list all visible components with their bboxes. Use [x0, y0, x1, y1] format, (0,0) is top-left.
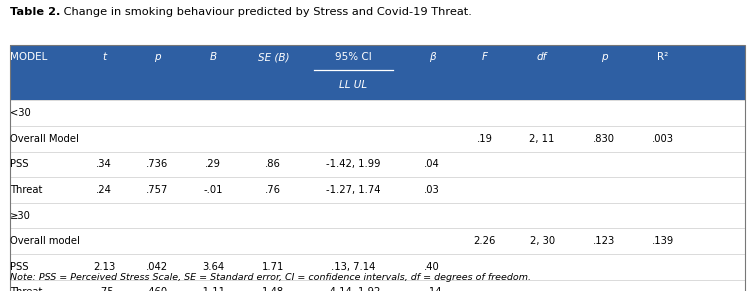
Text: 95% CI: 95% CI	[335, 52, 371, 63]
Text: -.01: -.01	[203, 185, 223, 195]
Text: .76: .76	[265, 185, 282, 195]
Text: .757: .757	[146, 185, 168, 195]
Text: 3.64: 3.64	[202, 262, 224, 272]
Text: -.75: -.75	[94, 288, 114, 291]
Text: Threat: Threat	[10, 185, 42, 195]
Text: .139: .139	[652, 236, 674, 246]
Text: PSS: PSS	[10, 159, 29, 169]
Text: Overall model: Overall model	[10, 236, 80, 246]
Text: LL UL: LL UL	[339, 80, 368, 90]
Text: -.14: -.14	[422, 288, 442, 291]
Text: PSS: PSS	[10, 262, 29, 272]
Text: .123: .123	[593, 236, 615, 246]
Text: B: B	[209, 52, 217, 63]
Text: -1.11: -1.11	[200, 288, 226, 291]
Text: .736: .736	[146, 159, 168, 169]
Text: 1.48: 1.48	[262, 288, 285, 291]
Text: <30: <30	[10, 108, 30, 118]
Text: ≥30: ≥30	[10, 211, 31, 221]
Text: MODEL: MODEL	[10, 52, 48, 63]
Text: Change in smoking behaviour predicted by Stress and Covid-19 Threat.: Change in smoking behaviour predicted by…	[60, 7, 473, 17]
Text: 2, 30: 2, 30	[529, 236, 555, 246]
Text: 1.71: 1.71	[262, 262, 285, 272]
Text: Note: PSS = Perceived Stress Scale, SE = Standard error, CI = confidence interva: Note: PSS = Perceived Stress Scale, SE =…	[10, 274, 531, 282]
Text: .40: .40	[424, 262, 439, 272]
Text: df: df	[537, 52, 547, 63]
Text: .29: .29	[205, 159, 221, 169]
Bar	[10, 45, 745, 291]
Text: .830: .830	[593, 134, 615, 144]
Text: β: β	[429, 52, 435, 63]
Text: t: t	[102, 52, 106, 63]
Text: .003: .003	[652, 134, 674, 144]
Text: Table 2.: Table 2.	[10, 7, 60, 17]
Text: .460: .460	[146, 288, 168, 291]
Text: .86: .86	[265, 159, 282, 169]
Text: Overall Model: Overall Model	[10, 134, 79, 144]
Bar	[10, 45, 745, 100]
Text: F: F	[482, 52, 488, 63]
Text: p: p	[154, 52, 160, 63]
Text: SE (B): SE (B)	[257, 52, 289, 63]
Text: .34: .34	[97, 159, 112, 169]
Text: 2.26: 2.26	[473, 236, 496, 246]
Text: -1.27, 1.74: -1.27, 1.74	[326, 185, 381, 195]
Text: .042: .042	[146, 262, 168, 272]
Text: .24: .24	[96, 185, 112, 195]
Text: Threat: Threat	[10, 288, 42, 291]
Text: R²: R²	[658, 52, 668, 63]
Text: -4.14, 1.92: -4.14, 1.92	[326, 288, 381, 291]
Text: .03: .03	[424, 185, 439, 195]
Text: .04: .04	[424, 159, 439, 169]
Text: .19: .19	[476, 134, 493, 144]
Text: 2.13: 2.13	[93, 262, 116, 272]
Text: -1.42, 1.99: -1.42, 1.99	[326, 159, 381, 169]
Text: .13, 7.14: .13, 7.14	[331, 262, 375, 272]
Text: 2, 11: 2, 11	[529, 134, 555, 144]
Text: p: p	[601, 52, 607, 63]
